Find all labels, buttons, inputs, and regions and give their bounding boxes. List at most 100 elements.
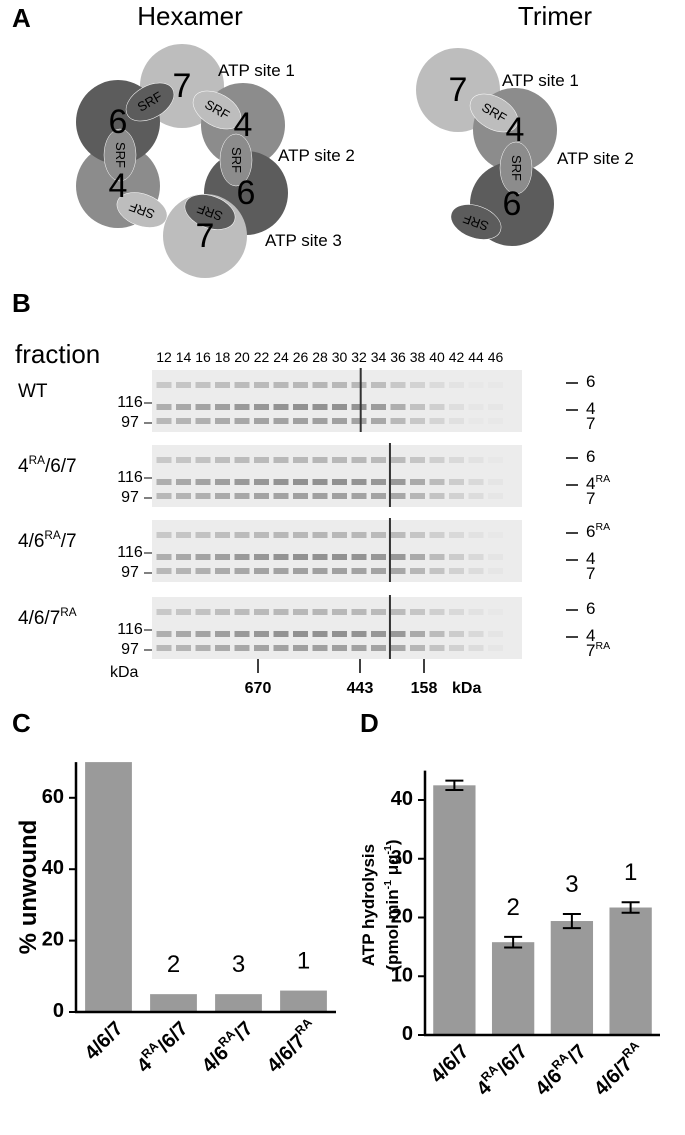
gel-band	[312, 554, 328, 560]
text-run: 6	[237, 174, 256, 212]
gel-band	[176, 631, 191, 637]
fraction-number: 44	[468, 349, 484, 365]
y-tick-label: 30	[391, 847, 413, 869]
gel-band	[254, 404, 269, 410]
gel-band	[469, 404, 484, 410]
gel-band	[390, 554, 406, 560]
text-run: ATP site 2	[278, 146, 355, 165]
gel-band	[449, 554, 464, 560]
x-tick-label: 4/6/7RA	[588, 1039, 650, 1101]
gel-band	[254, 645, 269, 651]
bar	[280, 990, 327, 1012]
gel-band	[195, 418, 211, 424]
fraction-number: 46	[488, 349, 504, 365]
gel-band	[234, 532, 250, 538]
gel-band	[254, 457, 269, 463]
text-run: 4	[586, 626, 595, 645]
fraction-label: fraction	[15, 339, 100, 369]
text-run: 3	[232, 951, 245, 978]
gel-band	[469, 418, 484, 424]
text-run: 4/6/7	[427, 1041, 474, 1088]
gel-band	[468, 457, 484, 463]
row-label: 4RA/6/7	[18, 454, 77, 477]
gel-band	[410, 404, 425, 410]
gel-band	[351, 645, 367, 651]
fraction-number: 40	[429, 349, 445, 365]
gel-background	[152, 520, 522, 582]
text-run: ATP site 1	[502, 71, 579, 90]
x-tick-label: 4RA/6/7	[471, 1039, 533, 1101]
gel-band	[410, 457, 425, 463]
gel-band	[390, 645, 406, 651]
subunit-label: 6	[237, 174, 256, 212]
text-run: 6	[586, 522, 595, 541]
gel-band	[293, 645, 308, 651]
subunit-label: 6	[109, 103, 128, 141]
gel-band	[293, 532, 308, 538]
gel-band	[390, 609, 406, 615]
srf-lobe	[192, 90, 242, 130]
gel-band	[410, 609, 425, 615]
text-run: 443	[347, 680, 374, 697]
gel-band	[176, 457, 191, 463]
diagram-title: Hexamer	[137, 1, 243, 31]
text-run: 97	[121, 564, 139, 581]
text-run: 36	[390, 349, 406, 365]
gel-band	[332, 631, 347, 637]
gel-band	[351, 418, 367, 424]
gel-band	[410, 554, 425, 560]
gel-band	[332, 532, 347, 538]
fraction-number: 34	[371, 349, 387, 365]
y-axis-label: % unwound	[15, 820, 42, 955]
text-run: 97	[121, 641, 139, 658]
gel-band	[390, 532, 406, 538]
band-label: 4	[586, 549, 595, 568]
diagram-title: Trimer	[518, 1, 592, 31]
gel-band	[195, 609, 211, 615]
text-run: ATP site 2	[557, 149, 634, 168]
srf-lobe	[219, 133, 253, 187]
gel-band	[312, 631, 328, 637]
gel-band	[215, 645, 230, 651]
gel-band	[371, 479, 386, 485]
srf-label: SRF	[229, 147, 244, 173]
srf-lobe	[125, 82, 175, 122]
text-run: 12	[156, 349, 172, 365]
fraction-number: 18	[215, 349, 231, 365]
gel-band	[332, 457, 347, 463]
fraction-number: 38	[410, 349, 426, 365]
gel-band	[215, 382, 230, 388]
bar	[550, 921, 594, 1035]
text-run: )	[383, 839, 402, 845]
gel-band	[351, 568, 367, 574]
x-tick-label: 4/6RA/7	[529, 1039, 591, 1101]
bar	[85, 762, 132, 1012]
size-standard: 670	[245, 680, 272, 697]
gel-band	[449, 631, 464, 637]
gel-band	[410, 631, 425, 637]
text-run: 22	[254, 349, 270, 365]
text-run: 30	[332, 349, 348, 365]
gel-band	[215, 479, 230, 485]
gel-band	[195, 568, 211, 574]
gel-band	[215, 609, 230, 615]
gel-band	[371, 568, 386, 574]
gel-band	[273, 404, 289, 410]
text-run: kDa	[452, 680, 481, 697]
gel-band	[195, 631, 211, 637]
mw-marker: 97	[121, 564, 139, 581]
text-run: 97	[121, 489, 139, 506]
annotation: 1	[297, 948, 310, 975]
text-run: 116	[117, 544, 143, 561]
gel-band	[468, 645, 484, 651]
text-run: 16	[195, 349, 211, 365]
gel-band	[371, 457, 386, 463]
size-unit: kDa	[452, 680, 481, 697]
y-tick-label: 60	[42, 786, 64, 808]
error-bar	[621, 901, 640, 914]
gel-band	[293, 554, 308, 560]
text-run: 60	[42, 786, 64, 808]
gel-band	[332, 404, 347, 410]
x-tick-label: 4/6/7RA	[261, 1016, 323, 1078]
